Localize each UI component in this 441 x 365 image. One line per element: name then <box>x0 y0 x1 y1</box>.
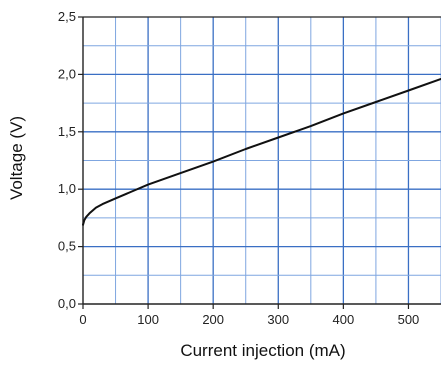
x-axis-title: Current injection (mA) <box>180 341 345 360</box>
y-tick-label: 2,5 <box>58 9 76 24</box>
axes <box>78 16 441 309</box>
x-tick-label: 300 <box>267 312 289 327</box>
tick-labels: 0 100 200 300 400 500 0,0 0,5 1,0 1,5 2,0 2,5 <box>58 9 419 327</box>
y-tick-label: 0,5 <box>58 239 76 254</box>
y-tick-label: 1,5 <box>58 124 76 139</box>
x-tick-label: 500 <box>398 312 420 327</box>
series-line <box>82 78 441 226</box>
x-tick-label: 400 <box>333 312 355 327</box>
y-tick-label: 1,0 <box>58 181 76 196</box>
x-tick-label: 200 <box>202 312 224 327</box>
grid <box>83 17 441 304</box>
y-axis-title: Voltage (V) <box>7 116 26 200</box>
y-tick-label: 2,0 <box>58 66 76 81</box>
series-layer <box>82 78 441 226</box>
y-tick-label: 0,0 <box>58 296 76 311</box>
x-tick-label: 100 <box>137 312 159 327</box>
x-tick-label: 0 <box>79 312 86 327</box>
